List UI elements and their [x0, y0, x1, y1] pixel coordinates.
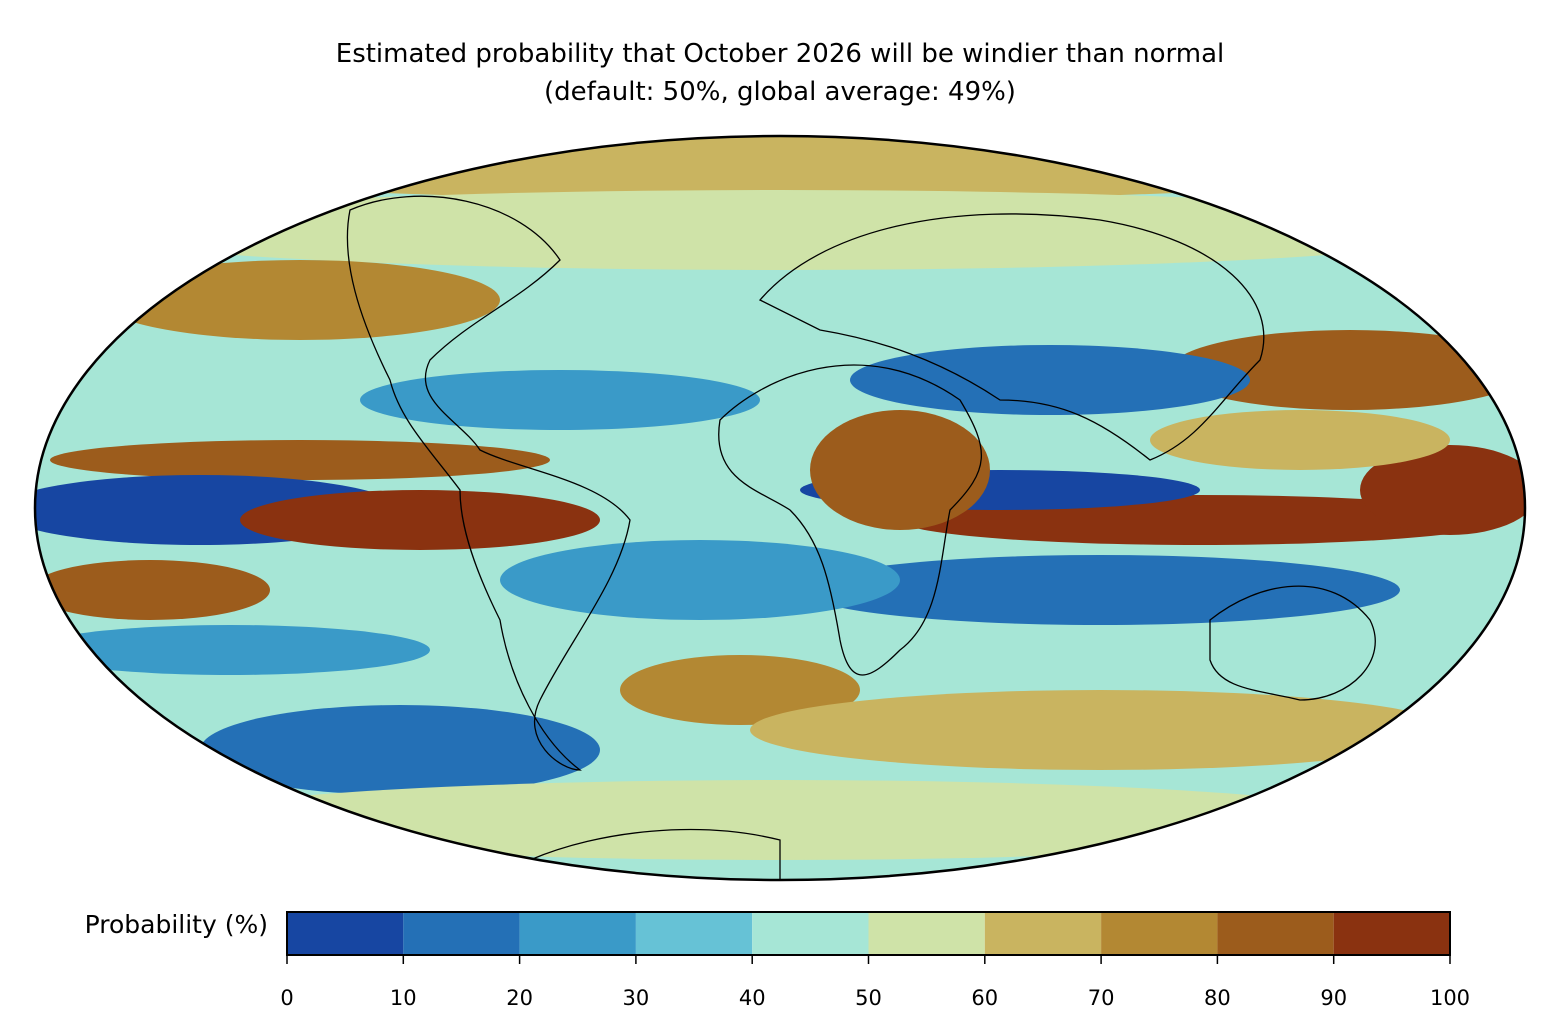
- colorbar-segment: [403, 912, 520, 955]
- colorbar-tick-label: 0: [280, 986, 293, 1010]
- colorbar-tick-label: 70: [1088, 986, 1115, 1010]
- colorbar-label: Probability (%): [85, 910, 268, 939]
- field-patch: [1150, 410, 1450, 470]
- field-patch: [240, 490, 600, 550]
- field-patch: [360, 370, 760, 430]
- field-patch: [100, 260, 500, 340]
- colorbar-tick-label: 90: [1320, 986, 1347, 1010]
- field-patch: [1360, 445, 1525, 535]
- colorbar-tick-label: 50: [855, 986, 882, 1010]
- field-patch: [850, 345, 1250, 415]
- coastlines: [346, 195, 1376, 880]
- field-patch: [80, 136, 1480, 200]
- field-patch: [810, 410, 990, 530]
- map-outline: [33, 134, 1527, 882]
- colorbar-tick-label: 100: [1430, 986, 1470, 1010]
- colorbar-segment: [635, 912, 753, 955]
- field-patch: [50, 440, 550, 480]
- field-patch: [500, 540, 900, 620]
- field-patch: [200, 705, 600, 795]
- colorbar: 0 10 20 30 40 50 60 70 80 90 100: [280, 911, 1470, 1010]
- colorbar-segment: [1217, 912, 1334, 955]
- probability-field: [35, 136, 1525, 880]
- colorbar-segment: [752, 912, 869, 955]
- colorbar-tick-label: 60: [971, 986, 998, 1010]
- colorbar-tick-label: 40: [739, 986, 766, 1010]
- field-patch: [620, 655, 860, 725]
- field-patch: [35, 560, 270, 620]
- field-patch: [750, 690, 1450, 770]
- colorbar-segment: [519, 912, 636, 955]
- colorbar-tick-label: 30: [623, 986, 650, 1010]
- colorbar-segment: [1333, 912, 1450, 955]
- field-patch: [1170, 330, 1525, 410]
- colorbar-segment: [1101, 912, 1218, 955]
- colorbar-tick-label: 10: [390, 986, 417, 1010]
- colorbar-segment: [287, 912, 404, 955]
- field-patch: [800, 555, 1400, 625]
- title-line: Estimated probability that October 2026 …: [336, 39, 1224, 69]
- colorbar-segment: [984, 912, 1102, 955]
- subtitle-line: (default: 50%, global average: 49%): [544, 77, 1016, 107]
- field-patch: [180, 780, 1380, 860]
- colorbar-tick-label: 80: [1204, 986, 1231, 1010]
- field-patch: [35, 625, 430, 675]
- field-patch: [80, 190, 1480, 270]
- colorbar-segment: [868, 912, 985, 955]
- colorbar-tick-label: 20: [506, 986, 533, 1010]
